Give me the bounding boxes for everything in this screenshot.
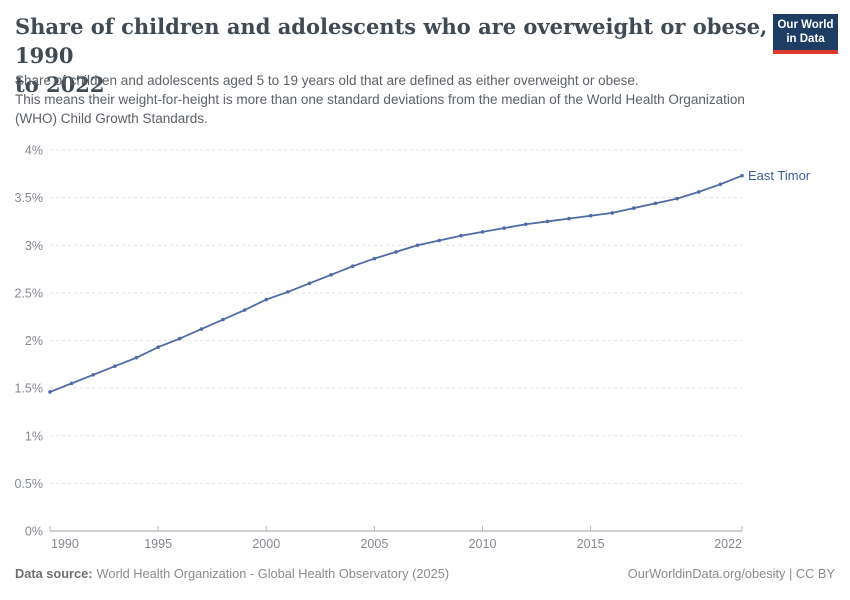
page-title: Share of children and adolescents who ar… [15, 12, 775, 99]
data-point[interactable] [199, 327, 204, 331]
data-point[interactable] [437, 238, 442, 243]
data-point[interactable] [696, 190, 701, 194]
data-point[interactable] [69, 381, 74, 386]
series-label-east-timor[interactable]: East Timor [748, 168, 811, 183]
data-point[interactable] [718, 182, 723, 187]
x-tick-label: 2005 [360, 537, 388, 551]
data-point[interactable] [286, 290, 290, 294]
data-point[interactable] [350, 264, 355, 269]
data-point[interactable] [372, 256, 377, 261]
y-tick-label: 2% [25, 334, 43, 348]
data-source: Data source: World Health Organization -… [15, 566, 449, 581]
owid-logo[interactable]: Our World in Data [773, 14, 838, 54]
data-point[interactable] [653, 201, 658, 206]
y-tick-label: 3.5% [15, 191, 44, 205]
data-point[interactable] [177, 336, 182, 341]
data-point[interactable] [329, 272, 333, 277]
data-point[interactable] [113, 364, 117, 369]
y-tick-label: 4% [25, 144, 43, 158]
y-tick-label: 0% [25, 525, 43, 539]
subtitle-line: (WHO) Child Growth Standards. [15, 111, 208, 126]
data-point[interactable] [502, 226, 506, 230]
data-point[interactable] [242, 308, 247, 312]
chart-footer: Data source: World Health Organization -… [15, 566, 835, 581]
data-point[interactable] [545, 219, 550, 224]
y-tick-label: 0.5% [15, 477, 44, 491]
data-point[interactable] [48, 390, 52, 394]
data-point[interactable] [91, 372, 96, 377]
data-point[interactable] [156, 345, 160, 349]
data-point[interactable] [307, 281, 312, 286]
x-tick-label: 2022 [714, 537, 742, 551]
x-tick-label: 2010 [469, 537, 497, 551]
data-point[interactable] [588, 213, 593, 218]
page-title-line1: Share of children and adolescents who ar… [15, 14, 768, 68]
data-source-value: World Health Organization - Global Healt… [96, 566, 450, 581]
x-tick-label: 2000 [252, 537, 280, 551]
data-source-label: Data source: [15, 566, 93, 581]
y-tick-label: 1% [25, 429, 43, 443]
data-point[interactable] [610, 211, 615, 215]
y-tick-label: 1.5% [15, 382, 44, 396]
data-point[interactable] [459, 233, 463, 238]
data-point[interactable] [567, 216, 571, 221]
page-title-line2: to 2022 [15, 72, 105, 97]
y-tick-label: 2.5% [15, 286, 44, 300]
data-point[interactable] [394, 250, 398, 254]
y-tick-label: 3% [25, 239, 43, 253]
chart-subtitle: Share of children and adolescents aged 5… [15, 71, 845, 128]
data-point[interactable] [740, 173, 744, 178]
x-tick-label: 2015 [577, 537, 605, 551]
data-point[interactable] [264, 297, 269, 302]
owid-logo-line1: Our World [777, 19, 834, 31]
data-point[interactable] [134, 355, 139, 360]
subtitle-line: Share of children and adolescents aged 5… [15, 73, 639, 88]
data-point[interactable] [523, 222, 528, 227]
license-credit[interactable]: OurWorldinData.org/obesity | CC BY [627, 566, 835, 581]
data-point[interactable] [221, 317, 225, 322]
x-tick-label: 1990 [51, 537, 79, 551]
x-tick-label: 1995 [144, 537, 172, 551]
data-point[interactable] [480, 230, 485, 234]
data-point[interactable] [675, 196, 679, 201]
data-point[interactable] [632, 206, 636, 210]
data-point[interactable] [415, 243, 420, 248]
subtitle-line: This means their weight-for-height is mo… [15, 92, 745, 107]
series-line-east-timor[interactable] [49, 174, 743, 393]
owid-logo-line2: in Data [786, 33, 825, 45]
